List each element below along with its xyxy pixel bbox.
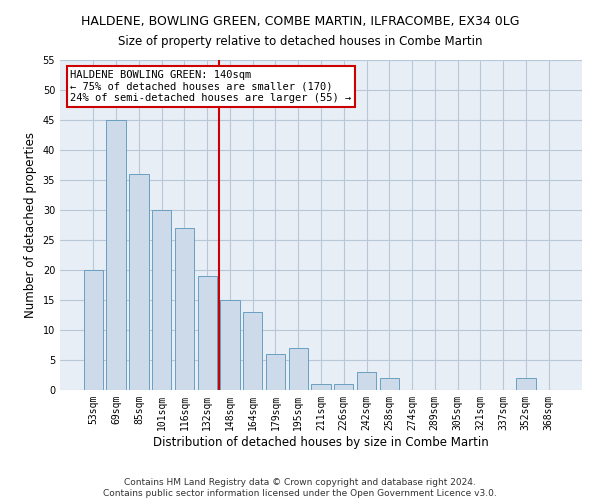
Bar — [220, 300, 239, 390]
Bar — [243, 312, 262, 390]
Text: Contains HM Land Registry data © Crown copyright and database right 2024.
Contai: Contains HM Land Registry data © Crown c… — [103, 478, 497, 498]
Y-axis label: Number of detached properties: Number of detached properties — [24, 132, 37, 318]
Bar — [129, 174, 149, 390]
Text: HALDENE BOWLING GREEN: 140sqm
← 75% of detached houses are smaller (170)
24% of : HALDENE BOWLING GREEN: 140sqm ← 75% of d… — [70, 70, 352, 103]
Bar — [289, 348, 308, 390]
Bar — [380, 378, 399, 390]
Bar — [106, 120, 126, 390]
Bar — [152, 210, 172, 390]
Bar — [84, 270, 103, 390]
Bar — [516, 378, 536, 390]
X-axis label: Distribution of detached houses by size in Combe Martin: Distribution of detached houses by size … — [153, 436, 489, 448]
Bar — [334, 384, 353, 390]
Bar — [175, 228, 194, 390]
Bar — [311, 384, 331, 390]
Bar — [357, 372, 376, 390]
Text: HALDENE, BOWLING GREEN, COMBE MARTIN, ILFRACOMBE, EX34 0LG: HALDENE, BOWLING GREEN, COMBE MARTIN, IL… — [81, 15, 519, 28]
Bar — [266, 354, 285, 390]
Text: Size of property relative to detached houses in Combe Martin: Size of property relative to detached ho… — [118, 35, 482, 48]
Bar — [197, 276, 217, 390]
